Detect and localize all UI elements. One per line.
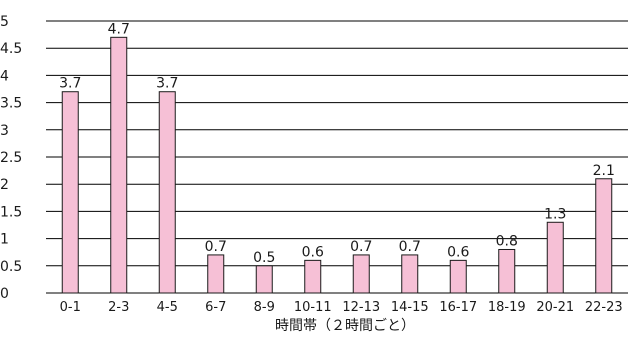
y-tick-label: 5 [0, 14, 9, 30]
x-tick-label-20-21: 20-21 [536, 300, 574, 315]
x-tick-label-2-3: 2-3 [108, 300, 129, 315]
y-tick-label: 0 [0, 286, 9, 302]
x-axis-ticks: 0-1 2-3 4-5 6-7 8-9 10-11 12-13 14-15 16-17 18-19… [60, 300, 623, 315]
bar-2-3 [110, 36, 128, 294]
bar-0-1 [61, 91, 79, 294]
y-tick-label: 2.5 [0, 150, 22, 166]
x-tick-label-16-17: 16-17 [439, 300, 477, 315]
bars [61, 36, 613, 294]
data-label-10-11: 0.6 [302, 244, 324, 260]
data-labels: 3.7 4.7 3.7 0.7 0.5 0.6 0.7 0.7 0.6 0.8 1.3 2.1 [59, 21, 615, 265]
data-label-16-17: 0.6 [447, 244, 469, 260]
data-label-22-23: 2.1 [593, 163, 615, 179]
bar-18-19 [498, 248, 516, 294]
x-tick-label-0-1: 0-1 [60, 300, 81, 315]
x-tick-label-12-13: 12-13 [342, 300, 380, 315]
y-tick-label: 0.5 [0, 259, 22, 275]
y-tick-label: 3 [0, 123, 9, 139]
data-label-2-3: 4.7 [108, 21, 130, 37]
y-tick-label: 2 [0, 177, 9, 193]
x-tick-label-4-5: 4-5 [157, 300, 178, 315]
x-tick-label-22-23: 22-23 [585, 300, 623, 315]
data-label-8-9: 0.5 [253, 250, 275, 266]
data-label-6-7: 0.7 [205, 239, 227, 255]
bar-12-13 [352, 254, 370, 294]
bar-8-9 [255, 265, 273, 294]
x-tick-label-18-19: 18-19 [488, 300, 526, 315]
data-label-20-21: 1.3 [544, 206, 566, 222]
data-label-12-13: 0.7 [350, 239, 372, 255]
x-axis-title: 時間帯（２時間ごと） [275, 318, 415, 334]
y-axis-ticks: 0 0.5 1 1.5 2 2.5 3 3.5 4 4.5 5 [0, 14, 22, 302]
x-tick-label-8-9: 8-9 [254, 300, 275, 315]
bar-4-5 [158, 91, 176, 294]
x-tick-label-10-11: 10-11 [294, 300, 332, 315]
bar-14-15 [401, 254, 419, 294]
y-tick-label: 4.5 [0, 41, 22, 57]
y-tick-label: 1 [0, 232, 9, 248]
data-label-4-5: 3.7 [156, 76, 178, 92]
y-tick-label: 3.5 [0, 96, 22, 112]
x-tick-label-14-15: 14-15 [391, 300, 429, 315]
y-tick-label: 4 [0, 68, 9, 84]
data-label-18-19: 0.8 [496, 233, 518, 249]
x-tick-label-6-7: 6-7 [205, 300, 226, 315]
data-label-14-15: 0.7 [399, 239, 421, 255]
data-label-0-1: 3.7 [59, 76, 81, 92]
bar-20-21 [546, 221, 564, 294]
y-tick-label: 1.5 [0, 204, 22, 220]
bar-10-11 [304, 259, 322, 294]
bar-16-17 [449, 259, 467, 294]
gridlines [46, 20, 628, 294]
bar-22-23 [595, 178, 613, 294]
bar-6-7 [207, 254, 225, 294]
